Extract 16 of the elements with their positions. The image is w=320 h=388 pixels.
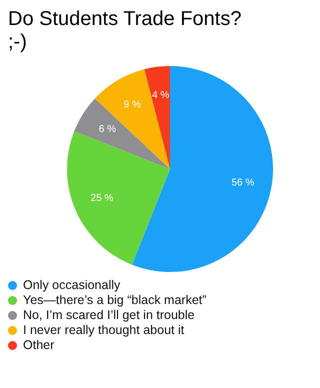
data-label: 9 %	[124, 100, 141, 111]
data-label: 56 %	[231, 177, 254, 188]
pie-slice	[74, 98, 170, 169]
pie-slice	[67, 131, 170, 265]
pie-slice	[144, 66, 170, 169]
data-label: 25 %	[90, 192, 114, 204]
legend-label: Yes—there’s a big “black market”	[23, 293, 206, 307]
legend-label: Other	[23, 338, 54, 352]
pie-slice	[94, 69, 170, 169]
pie-slice	[132, 66, 273, 272]
legend-label: I never really thought about it	[23, 323, 184, 337]
data-label: 4 %	[152, 90, 170, 101]
legend-label: Only occasionally	[23, 278, 120, 292]
legend-label: No, I’m scared I’ll get in trouble	[23, 308, 195, 322]
chart-title: Do Students Trade Fonts? ;-)	[8, 8, 242, 54]
data-label: 6 %	[98, 124, 116, 135]
